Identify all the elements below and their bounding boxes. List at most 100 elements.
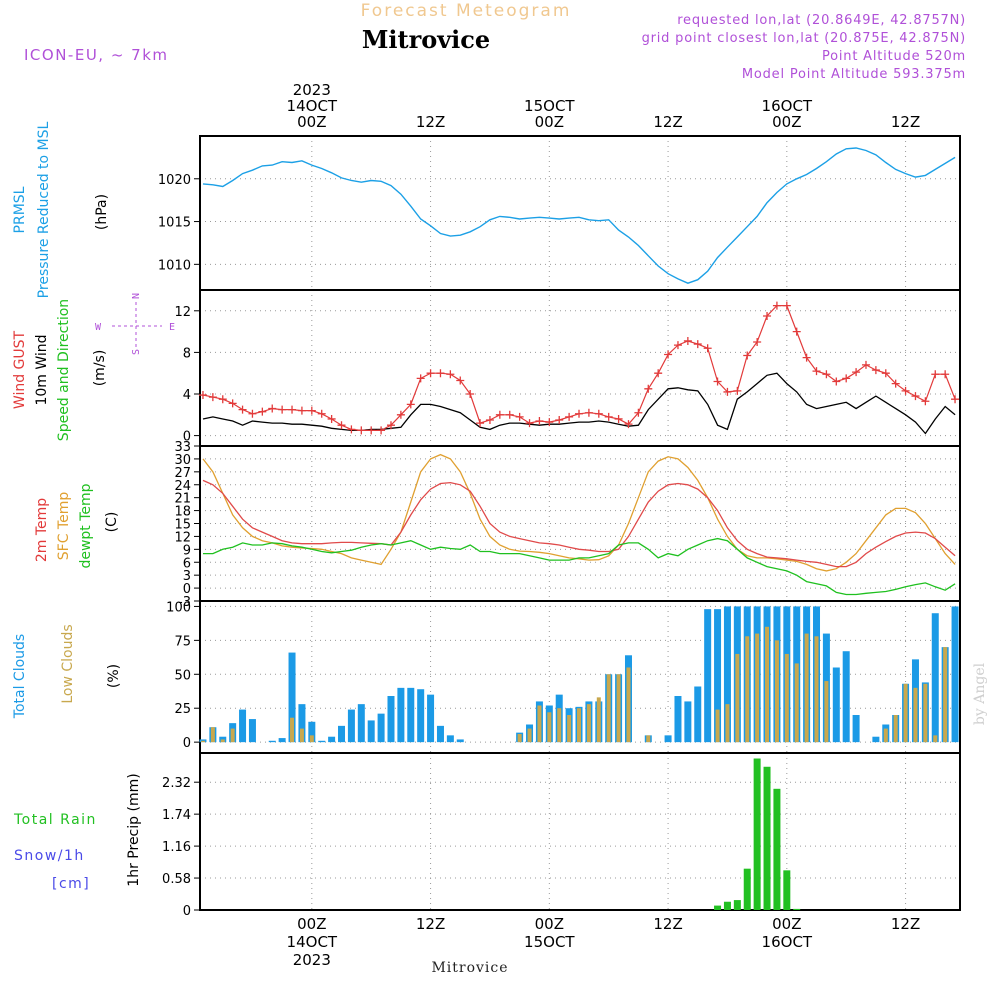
y-tick-label: 1.16 [162,840,191,855]
total-cloud-bar [239,709,247,743]
wind-gust-marker [396,410,405,419]
wind-gust-marker [278,405,287,414]
wind-gust-marker [861,360,870,369]
low-cloud-bar [299,728,304,743]
wind-panel: 0 4 8 12 [174,289,961,447]
total-cloud-bar [951,606,959,743]
wind-gust-marker [654,369,663,378]
wind-gust-marker [377,426,386,435]
y-tick-label: 75 [174,634,191,649]
total-cloud-bar [248,719,256,743]
wind-gust-marker [367,426,376,435]
wind-gust-marker [307,406,316,415]
total-cloud-label: Total Clouds [12,634,28,719]
pressure-panel: 1010 1015 1020 [158,135,961,291]
wind-gust-marker [248,409,257,418]
temp-2m-label: 2m Temp [34,498,50,562]
top-time-label: 00Z [772,113,801,131]
y-tick-label: 2.32 [162,776,191,791]
wind-gust-marker [921,397,930,406]
y-tick-label: 0 [183,736,191,751]
wind-gust-marker [495,410,504,419]
wind-gust-marker [297,406,306,415]
y-tick-label: 1015 [158,216,191,231]
wind-gust-marker [386,421,395,430]
wind-gust-marker [466,390,475,398]
low-cloud-bar [290,717,295,743]
y-tick-label: 1010 [158,258,191,273]
low-cloud-bar [596,697,601,743]
total-cloud-bar [328,736,336,743]
model-point-altitude: Model Point Altitude 593.375m [742,67,966,82]
y-tick-label: 1.74 [162,808,191,823]
top-time-label: 00Z [297,113,326,131]
total-cloud-bar [347,709,355,743]
pressure-label-desc: Pressure Reduced to MSL [36,121,52,298]
total-cloud-bar [456,739,464,743]
wind-unit: (m/s) [92,350,108,387]
low-cloud-bar [893,715,898,743]
wind-gust-marker [941,370,950,379]
low-cloud-bar [755,633,760,743]
total-cloud-bar [417,689,425,743]
snow-unit: [cm] [52,876,90,892]
low-cloud-bar [230,728,235,743]
total-cloud-bar [436,725,444,743]
wind-gust-marker [664,350,673,359]
location-title: Mitrovice [362,25,490,54]
rain-bar [743,868,751,910]
y-tick-label: 100 [166,600,191,615]
low-cloud-bar [784,653,789,743]
bottom-time-label: 00Z [297,915,326,933]
wind-gust-marker [228,399,237,408]
y-tick-label: 0.58 [162,872,191,887]
low-cloud-bar [774,640,779,743]
low-cloud-bar [557,708,562,743]
low-cloud-bar [626,667,631,743]
wind-gust-marker [436,369,445,378]
wind-gust-marker [713,377,722,386]
wind-gust-marker [505,410,514,419]
total-cloud-bar [832,667,840,743]
top-time-label: 2023 [293,81,331,99]
total-cloud-bar [446,735,454,743]
wind-gust-marker [208,393,217,402]
sfc-temp-line [202,453,956,572]
total-cloud-bar [308,721,316,743]
wind-gust-marker [871,366,880,375]
wind-gust-marker [891,379,900,388]
snow-label: Snow/1h [14,848,85,864]
wind-gust-marker [951,395,960,404]
low-cloud-bar [913,687,918,743]
low-cloud-bar [725,704,730,743]
total-cloud-bar [387,696,395,743]
temp-dewpt-label: dewpt Temp [78,483,94,568]
wind-gust-marker [515,412,524,421]
wind-dir-label: Speed and Direction [56,299,72,441]
wind-gust-marker [683,336,692,345]
wind-gust-marker [198,391,207,400]
low-cloud-bar [527,728,532,743]
wind-gust-marker [733,386,742,395]
total-cloud-bar [288,652,296,743]
total-cloud-bar [694,686,702,743]
wind-gust-marker [575,409,584,418]
low-cloud-bar [814,636,819,743]
wind-gust-marker [347,425,356,434]
y-tick-label: 3 [183,569,191,584]
low-cloud-bar [517,734,522,743]
total-cloud-bar [357,704,365,743]
rain-bar [733,900,741,910]
bottom-time-label: 16OCT [762,933,813,951]
wind-gust-marker [743,351,752,360]
wind-axis-labels: Wind GUST 10m Wind Speed and Direction (… [12,293,175,441]
low-cloud-bar [715,709,720,743]
wind-gust-marker [594,409,603,418]
clouds-panel: 0 25 50 75 100 [166,600,961,754]
wind-gust-marker [812,367,821,376]
wind-gust-marker [406,400,415,409]
bottom-time-label: 12Z [653,915,682,933]
